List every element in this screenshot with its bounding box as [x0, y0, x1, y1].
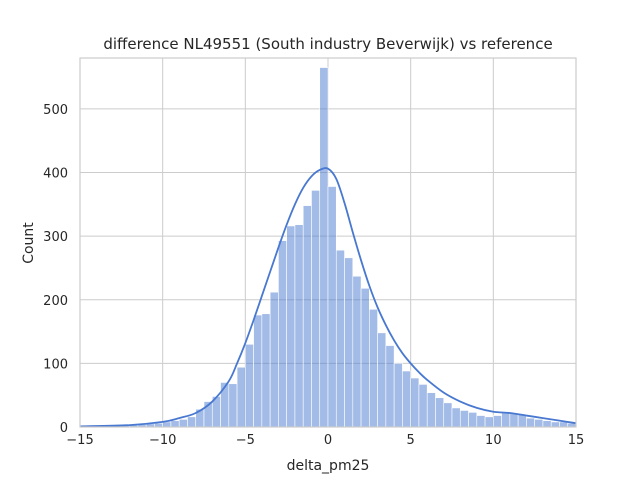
y-tick-labels: 0 100 200 300 400 500 [43, 103, 68, 436]
histogram-bar [468, 412, 478, 428]
x-tick-label: 15 [568, 433, 585, 448]
histogram-bar [418, 384, 428, 428]
y-tick-label: 100 [43, 357, 68, 372]
histogram-bar [245, 343, 254, 428]
histogram-bar [294, 224, 304, 428]
histogram-bar [253, 314, 263, 428]
histogram-bar [286, 225, 296, 428]
histogram-bar [501, 411, 511, 428]
histogram-bar [162, 421, 172, 428]
histogram-bar [493, 415, 502, 428]
histogram-bar [559, 421, 569, 428]
histogram-bar [426, 392, 436, 428]
x-tick-label: −10 [149, 433, 176, 448]
histogram-bar [484, 416, 494, 428]
histogram-bar [170, 420, 180, 428]
histogram-bar [369, 309, 378, 428]
y-tick-label: 500 [43, 103, 68, 118]
y-tick-label: 200 [43, 294, 68, 309]
histogram-bar [476, 415, 486, 428]
histogram-bar [311, 190, 321, 428]
histogram-bar [261, 313, 271, 428]
kde-line [79, 167, 577, 428]
histogram-bar [402, 370, 411, 428]
histogram-bar [352, 275, 362, 428]
histogram-bar [228, 383, 238, 428]
histogram-bar [335, 249, 345, 428]
histogram-bar [187, 416, 197, 428]
histogram-bar [509, 412, 519, 428]
histogram-bar [360, 288, 370, 428]
histogram-bar [393, 363, 403, 428]
histogram-bar [443, 402, 453, 428]
x-tick-label: −5 [236, 433, 255, 448]
x-tick-label: 5 [407, 433, 415, 448]
histogram-bar [385, 345, 395, 428]
histogram-bar [236, 366, 246, 428]
chart-title: difference NL49551 (South industry Bever… [103, 35, 552, 53]
x-tick-label: −15 [66, 433, 93, 448]
bars [79, 67, 577, 428]
histogram-bar [542, 420, 552, 428]
plot-frame [79, 57, 577, 428]
histogram-bar [435, 397, 445, 428]
histogram-bar [319, 67, 329, 428]
y-tick-label: 0 [60, 421, 68, 436]
histogram-bar [269, 291, 279, 428]
x-axis-label: delta_pm25 [287, 458, 370, 474]
histogram-bar [550, 421, 560, 428]
histogram-bar [410, 377, 420, 428]
histogram-bar [220, 382, 230, 428]
histogram-bar [344, 257, 354, 428]
x-tick-label: 0 [324, 433, 332, 448]
histogram-bar [526, 417, 535, 428]
histogram-bar [377, 332, 387, 428]
x-tick-labels: −15 −10 −5 0 5 10 15 [66, 433, 584, 448]
histogram-bar [327, 186, 337, 428]
histogram-bar [178, 419, 188, 428]
y-tick-label: 400 [43, 167, 68, 182]
histogram-bar [534, 419, 544, 428]
histogram-bar [459, 410, 469, 428]
x-tick-label: 10 [485, 433, 502, 448]
y-tick-label: 300 [43, 230, 68, 245]
histogram-bar [278, 240, 287, 428]
histogram-bar [302, 205, 312, 428]
y-axis-label: Count [21, 222, 37, 264]
histogram-bar [451, 407, 461, 428]
